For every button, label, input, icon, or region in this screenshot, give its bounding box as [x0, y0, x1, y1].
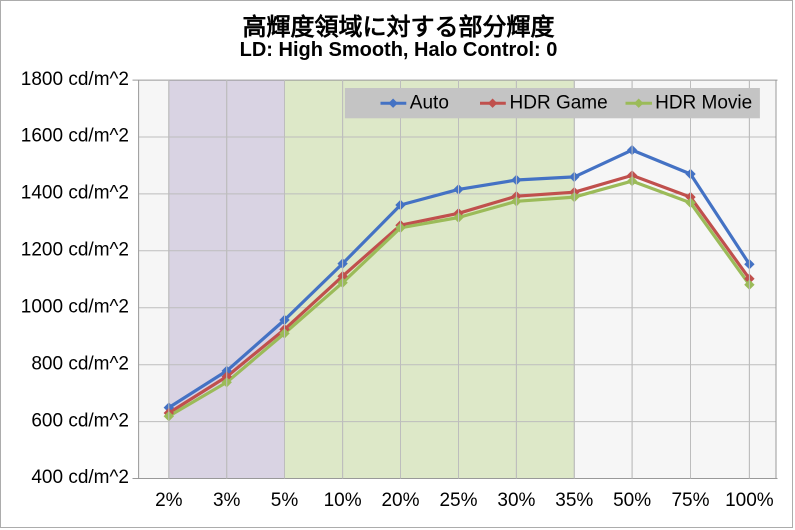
svg-text:25%: 25% [439, 490, 477, 511]
svg-text:50%: 50% [613, 490, 651, 511]
svg-text:35%: 35% [555, 490, 593, 511]
svg-text:1200 cd/m^2: 1200 cd/m^2 [21, 240, 129, 261]
svg-text:HDR Movie: HDR Movie [655, 92, 752, 113]
svg-text:600 cd/m^2: 600 cd/m^2 [31, 410, 129, 431]
svg-text:30%: 30% [497, 490, 535, 511]
svg-text:10%: 10% [324, 490, 362, 511]
svg-text:1800 cd/m^2: 1800 cd/m^2 [21, 69, 129, 90]
svg-text:Auto: Auto [410, 92, 449, 113]
svg-text:1400 cd/m^2: 1400 cd/m^2 [21, 183, 129, 204]
svg-text:3%: 3% [213, 490, 241, 511]
svg-text:100%: 100% [725, 490, 774, 511]
svg-text:1000 cd/m^2: 1000 cd/m^2 [21, 297, 129, 318]
svg-text:1600 cd/m^2: 1600 cd/m^2 [21, 126, 129, 147]
svg-text:2%: 2% [155, 490, 183, 511]
svg-text:400 cd/m^2: 400 cd/m^2 [31, 467, 129, 488]
svg-text:5%: 5% [271, 490, 299, 511]
svg-text:HDR Game: HDR Game [510, 92, 608, 113]
svg-text:800 cd/m^2: 800 cd/m^2 [31, 353, 129, 374]
svg-text:20%: 20% [381, 490, 419, 511]
svg-text:75%: 75% [671, 490, 709, 511]
